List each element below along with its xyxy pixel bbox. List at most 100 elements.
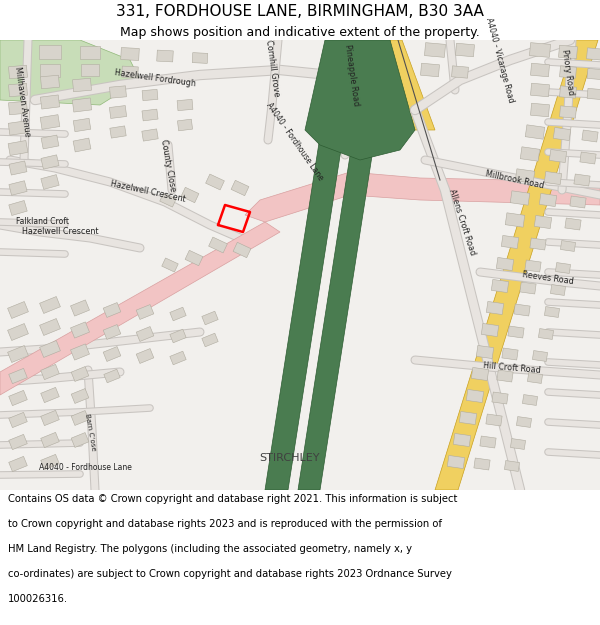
Bar [8, 324, 28, 341]
Bar [231, 180, 249, 196]
Bar [9, 201, 27, 216]
Polygon shape [298, 40, 390, 490]
Text: County Close: County Close [159, 138, 177, 192]
Bar [9, 456, 27, 472]
Bar [178, 119, 193, 131]
Bar [9, 368, 27, 384]
Bar [424, 42, 446, 58]
Bar [142, 129, 158, 141]
Bar [233, 242, 251, 258]
Bar [192, 52, 208, 63]
Polygon shape [0, 222, 280, 395]
Bar [460, 411, 476, 424]
Text: Hazelwell Crescent: Hazelwell Crescent [22, 228, 98, 236]
Bar [550, 149, 566, 162]
Bar [530, 238, 546, 250]
Bar [73, 78, 91, 92]
Bar [544, 307, 560, 318]
Bar [73, 98, 92, 112]
Bar [8, 301, 28, 319]
Bar [41, 432, 59, 447]
Bar [136, 349, 154, 364]
Bar [525, 125, 545, 139]
Bar [136, 304, 154, 319]
Text: Hill Croft Road: Hill Croft Road [483, 361, 541, 375]
Bar [452, 66, 469, 78]
Text: Hazelwell Fordrough: Hazelwell Fordrough [114, 68, 196, 88]
Bar [103, 324, 121, 339]
Bar [40, 319, 61, 336]
Bar [71, 389, 89, 404]
Text: 331, FORDHOUSE LANE, BIRMINGHAM, B30 3AA: 331, FORDHOUSE LANE, BIRMINGHAM, B30 3AA [116, 4, 484, 19]
Bar [481, 324, 499, 336]
Text: A4040 - Fordhouse Lane: A4040 - Fordhouse Lane [265, 101, 325, 182]
Bar [520, 147, 540, 161]
Bar [8, 83, 28, 97]
Bar [556, 262, 571, 273]
Bar [535, 216, 551, 229]
Bar [71, 300, 89, 316]
Bar [8, 65, 28, 79]
Bar [41, 411, 59, 426]
Polygon shape [305, 40, 415, 160]
Bar [209, 237, 227, 253]
Text: Hazelwell Crescent: Hazelwell Crescent [110, 179, 187, 204]
Bar [496, 258, 514, 271]
Bar [110, 126, 126, 138]
Bar [559, 45, 577, 59]
Bar [466, 389, 484, 402]
Bar [71, 366, 89, 381]
Bar [587, 48, 600, 60]
Bar [515, 169, 535, 183]
Bar [40, 95, 59, 109]
Bar [202, 311, 218, 325]
Bar [587, 88, 600, 99]
Bar [582, 130, 598, 142]
Bar [40, 296, 61, 314]
Bar [9, 391, 27, 406]
Bar [474, 458, 490, 470]
Bar [9, 434, 27, 449]
Bar [41, 388, 59, 402]
Bar [560, 86, 577, 98]
Bar [40, 114, 60, 129]
Bar [421, 63, 439, 77]
Bar [472, 368, 488, 381]
Bar [480, 436, 496, 448]
Bar [73, 118, 91, 132]
Text: Barn C‘ose: Barn C‘ose [84, 413, 96, 451]
Bar [510, 191, 530, 205]
Bar [527, 372, 542, 383]
Bar [455, 43, 475, 57]
Text: Contains OS data © Crown copyright and database right 2021. This information is : Contains OS data © Crown copyright and d… [8, 494, 457, 504]
Bar [530, 83, 550, 97]
Polygon shape [380, 40, 435, 130]
Bar [8, 101, 28, 115]
Text: co-ordinates) are subject to Crown copyright and database rights 2023 Ordnance S: co-ordinates) are subject to Crown copyr… [8, 569, 452, 579]
Text: Pineapple Road: Pineapple Road [343, 44, 361, 106]
Bar [502, 236, 518, 249]
Bar [550, 284, 566, 296]
Bar [8, 121, 28, 135]
Bar [520, 282, 536, 294]
Polygon shape [265, 40, 358, 490]
Bar [530, 63, 550, 77]
Bar [71, 344, 89, 360]
Polygon shape [245, 172, 600, 222]
Bar [539, 194, 557, 206]
Bar [530, 103, 550, 117]
Bar [514, 304, 530, 316]
Bar [570, 196, 586, 208]
Bar [109, 106, 127, 118]
Bar [39, 45, 61, 59]
Bar [491, 279, 509, 292]
Bar [560, 241, 575, 251]
Text: to Crown copyright and database rights 2023 and is reproduced with the permissio: to Crown copyright and database rights 2… [8, 519, 442, 529]
Text: Map shows position and indicative extent of the property.: Map shows position and indicative extent… [120, 26, 480, 39]
Bar [177, 99, 193, 111]
Bar [71, 432, 89, 447]
Bar [170, 351, 186, 365]
Text: Millbrook Road: Millbrook Road [485, 169, 545, 191]
Text: Priory Road: Priory Road [560, 49, 575, 96]
Text: Falkland Croft: Falkland Croft [16, 217, 68, 226]
